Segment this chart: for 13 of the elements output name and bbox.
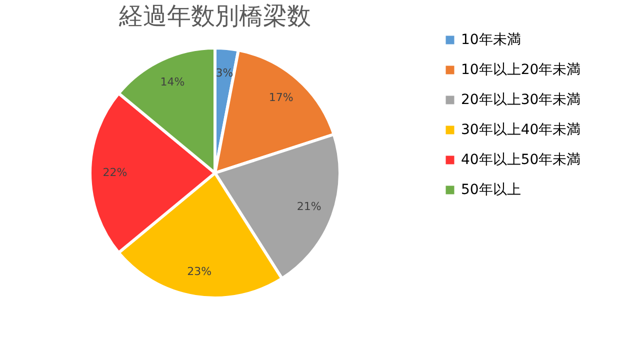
data-label: 22% bbox=[102, 166, 128, 179]
legend-label: 30年以上40年未満 bbox=[461, 122, 581, 138]
legend-label: 20年以上30年未満 bbox=[461, 92, 581, 108]
data-label: 21% bbox=[296, 200, 322, 213]
data-label: 3% bbox=[216, 66, 234, 80]
data-label: 17% bbox=[268, 90, 294, 104]
legend-label: 50年以上 bbox=[461, 182, 521, 198]
data-label: 14% bbox=[160, 76, 185, 89]
chart-title: 経過年数別橋梁数 bbox=[118, 2, 311, 30]
legend-label: 10年未満 bbox=[461, 32, 521, 48]
legend-label: 40年以上50年未満 bbox=[461, 152, 581, 168]
legend-label: 10年以上20年未満 bbox=[461, 62, 581, 78]
data-label: 23% bbox=[187, 264, 212, 278]
